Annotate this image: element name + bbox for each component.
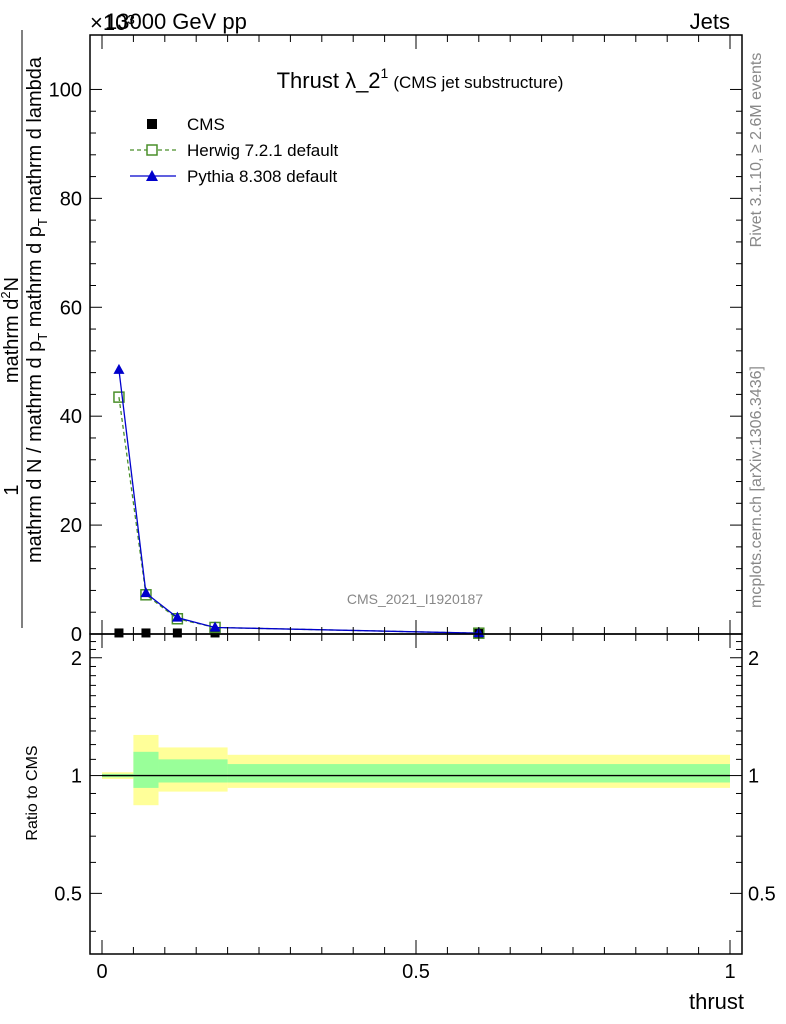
ratio-green-band (133, 751, 159, 788)
exponent-label: ×10³ (90, 10, 135, 35)
pythia-data-point (171, 611, 183, 622)
main-axis-ticks: 0 20 40 60 80 100 (49, 79, 742, 646)
legend-cms-label: CMS (187, 115, 225, 134)
legend-herwig-marker (146, 144, 158, 156)
ratio-y-label: Ratio to CMS (24, 745, 41, 840)
legend: CMS Herwig 7.2.1 default Pythia 8.308 de… (130, 115, 338, 186)
ratio-y-tick-label-right: 2 (748, 648, 759, 670)
y-label-one: 1 (1, 484, 23, 495)
category-label: Jets (690, 9, 730, 34)
rivet-label: Rivet 3.1.10, ≥ 2.6M events (748, 53, 765, 248)
ratio-y-tick-label: 1 (71, 766, 82, 788)
legend-pythia-label: Pythia 8.308 default (187, 167, 338, 186)
pythia-data-point (209, 621, 221, 632)
y-label-numerator: mathrm d2N (0, 277, 23, 383)
y-label-denominator-a: mathrm d N / mathrm d pT mathrm d pT mat… (24, 56, 50, 563)
ratio-green-band (227, 764, 730, 783)
y-tick-label: 80 (60, 188, 82, 210)
x-tick-label: 0 (96, 961, 107, 983)
y-tick-label: 40 (60, 406, 82, 428)
plot-title-main: Thrust λ_2 (277, 68, 381, 93)
x-axis-label: thrust (689, 989, 744, 1014)
y-tick-label: 20 (60, 515, 82, 537)
x-tick-label: 1 (724, 961, 735, 983)
ratio-y-tick-label: 2 (71, 648, 82, 670)
legend-herwig-label: Herwig 7.2.1 default (187, 141, 338, 160)
ratio-plot-frame (89, 633, 743, 955)
legend-pythia-marker (146, 170, 158, 181)
plot-title-sub: (CMS jet substructure) (393, 73, 563, 92)
y-tick-label: 0 (71, 624, 82, 646)
pythia-data-point (113, 363, 125, 374)
cms-data-point (114, 628, 124, 638)
herwig-data-point (113, 391, 125, 403)
cms-data-point (172, 628, 182, 638)
ratio-y-tick-label: 0.5 (54, 883, 82, 905)
ratio-y-tick-label-right: 0.5 (748, 883, 776, 905)
ratio-green-band (158, 759, 228, 783)
main-y-axis-label: 1 mathrm d2N mathrm d N / mathrm d pT ma… (0, 30, 50, 628)
plot-title-sup: 1 (381, 65, 389, 81)
y-tick-label: 100 (49, 79, 82, 101)
y-tick-label: 60 (60, 297, 82, 319)
analysis-watermark: CMS_2021_I1920187 (347, 591, 483, 607)
energy-label: 13000 GeV pp (105, 9, 247, 34)
main-series-group (113, 363, 485, 639)
ratio-axis-ticks: 0.5 0.51 12 20 0.5 1 (54, 35, 776, 983)
cms-data-point (141, 628, 151, 638)
plot-title: Thrust λ_21 (CMS jet substructure) (277, 65, 564, 93)
ratio-bands (102, 734, 730, 806)
mcplots-label: mcplots.cern.ch [arXiv:1306.3436] (748, 366, 765, 608)
pythia-data-point (140, 587, 152, 598)
ratio-y-tick-label-right: 1 (748, 766, 759, 788)
legend-cms-marker (147, 119, 157, 129)
x-tick-label: 0.5 (402, 961, 430, 983)
